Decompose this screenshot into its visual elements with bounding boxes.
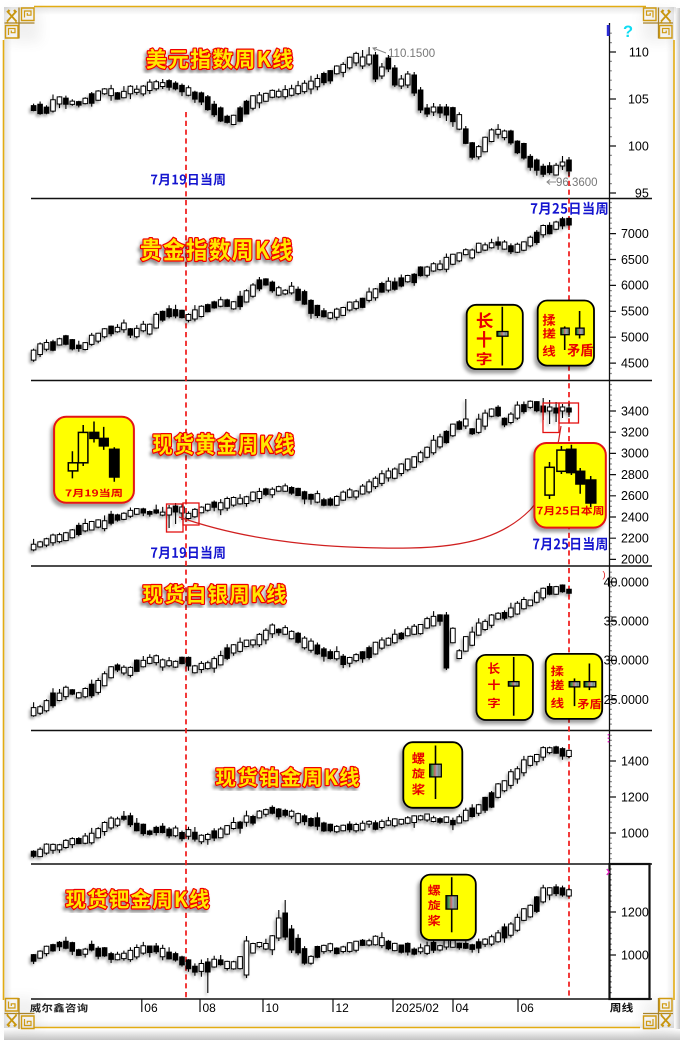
- svg-text:6000: 6000: [621, 279, 649, 293]
- svg-text:110: 110: [629, 45, 649, 59]
- svg-text:06: 06: [521, 1001, 535, 1015]
- svg-text:95: 95: [635, 186, 649, 200]
- svg-text:96.3600: 96.3600: [556, 177, 598, 189]
- svg-text:5000: 5000: [621, 331, 649, 345]
- svg-text:2400: 2400: [621, 510, 649, 524]
- svg-text:2800: 2800: [621, 468, 649, 482]
- svg-text:30.0000: 30.0000: [604, 654, 649, 668]
- svg-text:3400: 3400: [621, 404, 649, 418]
- svg-text:10: 10: [266, 1001, 280, 1015]
- svg-text:08: 08: [203, 1001, 217, 1015]
- svg-text:3200: 3200: [621, 426, 649, 440]
- svg-text:1200: 1200: [621, 790, 649, 804]
- svg-text:110.1500: 110.1500: [388, 48, 435, 60]
- svg-text:): ): [603, 570, 606, 581]
- svg-text:12: 12: [336, 1001, 350, 1015]
- svg-text:35.0000: 35.0000: [604, 615, 649, 629]
- svg-text:25.0000: 25.0000: [604, 693, 649, 707]
- svg-text:2600: 2600: [621, 489, 649, 503]
- svg-text:40.0000: 40.0000: [604, 575, 649, 589]
- svg-text:06: 06: [144, 1001, 158, 1015]
- svg-text:1000: 1000: [621, 826, 649, 840]
- svg-text:2000: 2000: [621, 553, 649, 567]
- svg-text:7000: 7000: [621, 227, 649, 241]
- svg-text:1000: 1000: [621, 948, 649, 962]
- svg-text:105: 105: [628, 92, 649, 106]
- svg-text:4500: 4500: [621, 356, 649, 370]
- svg-text:6500: 6500: [621, 253, 649, 267]
- svg-text:100: 100: [628, 139, 649, 153]
- svg-text:?: ?: [623, 23, 633, 41]
- svg-text:2025/02: 2025/02: [396, 1001, 440, 1015]
- svg-text:3000: 3000: [621, 447, 649, 461]
- svg-text:1400: 1400: [621, 754, 649, 768]
- svg-text:5500: 5500: [621, 305, 649, 319]
- svg-text:2200: 2200: [621, 532, 649, 546]
- svg-text:1200: 1200: [621, 905, 649, 919]
- svg-text:04: 04: [456, 1001, 470, 1015]
